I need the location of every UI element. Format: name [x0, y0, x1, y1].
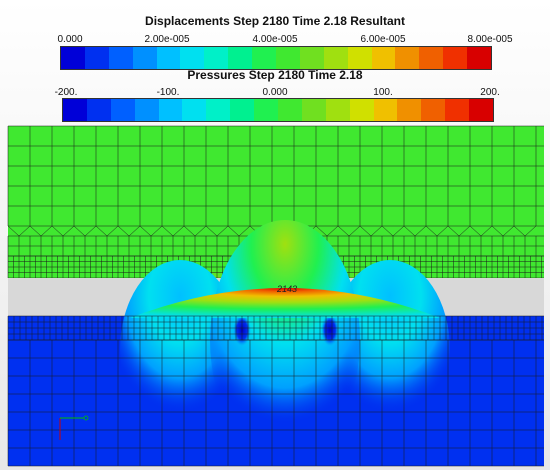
color-swatch: [230, 99, 255, 121]
displacement-tick: 2.00e-005: [144, 34, 190, 45]
color-swatch: [204, 47, 229, 69]
color-swatch: [325, 99, 350, 121]
color-swatch: [84, 47, 109, 69]
color-swatch: [61, 47, 85, 69]
color-swatch: [419, 47, 444, 69]
color-swatch: [86, 99, 111, 121]
color-swatch: [276, 47, 300, 69]
color-swatch: [206, 99, 231, 121]
displacement-legend-title: Displacements Step 2180 Time 2.18 Result…: [145, 14, 405, 28]
color-swatch: [443, 47, 468, 69]
color-swatch: [445, 99, 470, 121]
color-swatch: [158, 99, 183, 121]
color-swatch: [301, 99, 326, 121]
color-swatch: [228, 47, 253, 69]
color-swatch: [180, 47, 205, 69]
color-swatch: [397, 99, 422, 121]
axis-triad-icon: [59, 415, 89, 440]
color-swatch: [373, 99, 398, 121]
color-swatch: [299, 47, 324, 69]
displacement-color-bar: [60, 46, 492, 70]
pressure-tick: 200.: [480, 87, 500, 98]
pressure-tick: -200.: [54, 87, 78, 98]
color-swatch: [467, 47, 492, 69]
displacement-tick: 0.000: [57, 34, 83, 45]
color-swatch: [349, 99, 374, 121]
color-swatch: [182, 99, 207, 121]
color-swatch: [371, 47, 396, 69]
lower-body: [7, 220, 544, 467]
node-id-label: 2143: [276, 284, 297, 294]
pressure-legend-title: Pressures Step 2180 Time 2.18: [187, 68, 363, 82]
pressure-tick: 0.000: [262, 87, 288, 98]
color-swatch: [323, 47, 348, 69]
displacement-tick: 6.00e-005: [360, 34, 406, 45]
color-swatch: [469, 99, 494, 121]
color-swatch: [254, 99, 279, 121]
color-swatch: [134, 99, 159, 121]
color-swatch: [132, 47, 157, 69]
pressure-tick: 100.: [373, 87, 393, 98]
displacement-tick: 4.00e-005: [252, 34, 298, 45]
color-swatch: [63, 99, 87, 121]
displacement-tick: 8.00e-005: [467, 34, 513, 45]
color-swatch: [421, 99, 446, 121]
color-swatch: [156, 47, 181, 69]
color-swatch: [347, 47, 372, 69]
color-swatch: [108, 47, 133, 69]
pressure-color-bar: [62, 98, 494, 122]
pressure-tick: -100.: [156, 87, 180, 98]
color-swatch: [252, 47, 277, 69]
color-swatch: [110, 99, 135, 121]
color-swatch: [278, 99, 302, 121]
color-swatch: [395, 47, 420, 69]
